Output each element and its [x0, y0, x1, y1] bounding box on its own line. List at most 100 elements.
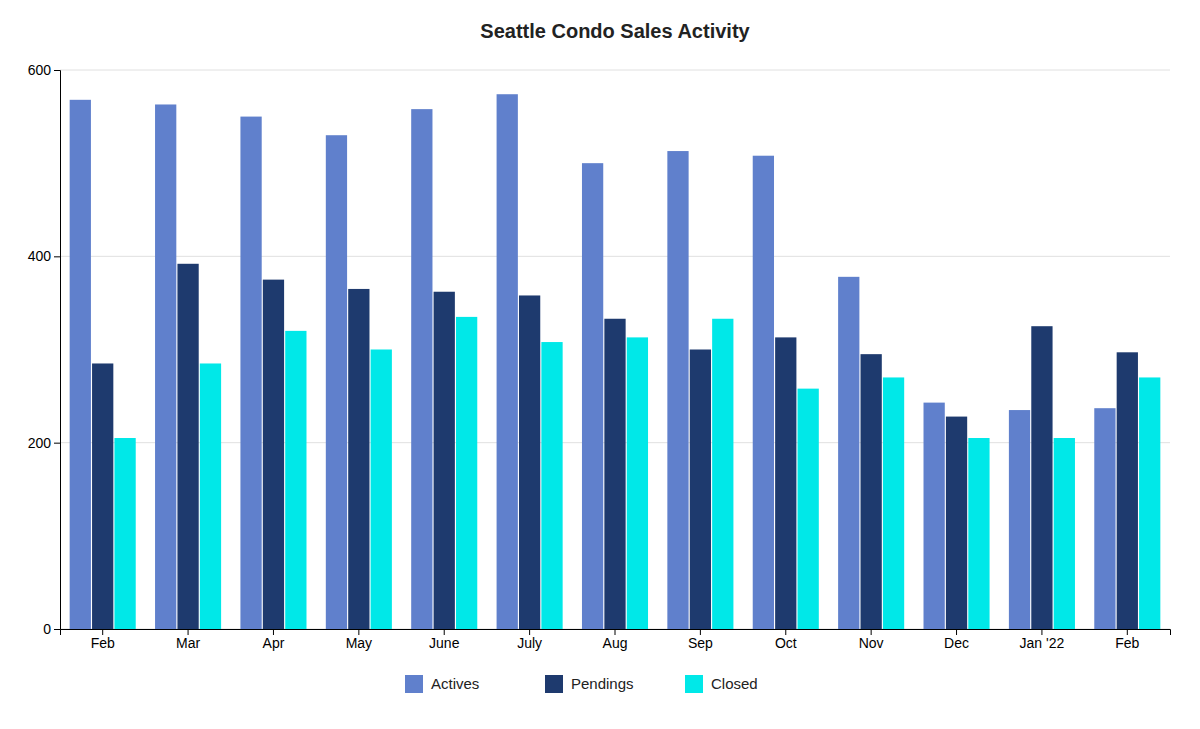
grid [60, 70, 1170, 629]
bar [263, 280, 284, 629]
bar [753, 156, 774, 629]
bar [326, 135, 347, 629]
legend-swatch [545, 675, 563, 693]
tick-label: Feb [1115, 635, 1139, 651]
tick: Feb [1115, 629, 1139, 651]
tick: July [517, 629, 542, 651]
bar [1094, 408, 1115, 629]
tick-mark [54, 443, 60, 444]
bar [1117, 352, 1138, 629]
tick-label: May [346, 635, 372, 651]
bar [434, 292, 455, 629]
series [114, 317, 1160, 629]
bar [924, 403, 945, 629]
tick: 0 [43, 621, 60, 637]
y-axis: 0 200 400 600 [28, 62, 61, 637]
tick-label: June [429, 635, 460, 651]
legend-swatch [685, 675, 703, 693]
bar [861, 354, 882, 629]
tick-label: Apr [263, 635, 285, 651]
bar [348, 289, 369, 629]
tick-label: Oct [775, 635, 797, 651]
tick-label: Nov [859, 635, 884, 651]
legend-label: Closed [711, 675, 758, 692]
series [70, 94, 1116, 629]
bar [371, 350, 392, 630]
tick: Oct [775, 629, 797, 651]
bar [114, 438, 135, 629]
bar [200, 363, 221, 629]
tick: Aug [603, 629, 628, 651]
bar [177, 264, 198, 629]
legend-label: Actives [431, 675, 479, 692]
tick-label: July [517, 635, 542, 651]
bar [627, 337, 648, 629]
bar [667, 151, 688, 629]
legend-item: Closed [685, 675, 758, 693]
tick-mark [54, 629, 60, 630]
bar [92, 363, 113, 629]
tick: Jan '22 [1020, 629, 1065, 651]
bar [604, 319, 625, 629]
tick: Dec [944, 629, 969, 651]
tick-label: Feb [91, 635, 115, 651]
series [92, 264, 1138, 629]
bar [1031, 326, 1052, 629]
tick: 400 [28, 248, 60, 264]
bar [456, 317, 477, 629]
tick-mark [54, 256, 60, 257]
bar [155, 104, 176, 629]
legend-item: Actives [405, 675, 479, 693]
plot: 0 200 400 600 Feb Mar Apr May June July Aug Sep Oct N… [28, 62, 1171, 651]
bar [285, 331, 306, 629]
tick-label: 600 [28, 62, 52, 78]
axis-line [54, 71, 61, 630]
bar [946, 417, 967, 629]
bars [70, 94, 1161, 629]
tick-label: Jan '22 [1020, 635, 1065, 651]
bar [519, 295, 540, 629]
bar [1054, 438, 1075, 629]
bar [1139, 377, 1160, 629]
tick: Sep [688, 629, 713, 651]
tick: 200 [28, 435, 60, 451]
bar [838, 277, 859, 629]
tick-label: 400 [28, 248, 52, 264]
bar [712, 319, 733, 629]
tick: May [346, 629, 372, 651]
tick-label: 0 [43, 621, 51, 637]
tick: Feb [91, 629, 115, 651]
x-axis: Feb Mar Apr May June July Aug Sep Oct Nov Dec Jan '… [61, 629, 1171, 651]
tick: 600 [28, 62, 60, 78]
tick-label: Sep [688, 635, 713, 651]
grid-line [60, 256, 1170, 257]
title: Seattle Condo Sales Activity [480, 20, 750, 42]
legend-swatch [405, 675, 423, 693]
legend: Actives Pendings Closed [405, 675, 758, 693]
bar [497, 94, 518, 629]
bar [968, 438, 989, 629]
bar [883, 377, 904, 629]
chart: Seattle Condo Sales Activity 0 200 400 600 Fe… [0, 0, 1200, 729]
bar [70, 100, 91, 629]
grid-line [60, 70, 1170, 71]
bar [240, 117, 261, 629]
bar [541, 342, 562, 629]
tick-label: Aug [603, 635, 628, 651]
legend-item: Pendings [545, 675, 634, 693]
bar [798, 389, 819, 629]
tick: Apr [263, 629, 285, 651]
tick: Mar [176, 629, 200, 651]
legend-label: Pendings [571, 675, 634, 692]
bar [690, 350, 711, 630]
bar [1009, 410, 1030, 629]
bar [411, 109, 432, 629]
bar [582, 163, 603, 629]
tick-label: 200 [28, 435, 52, 451]
tick-label: Dec [944, 635, 969, 651]
tick: Nov [859, 629, 884, 651]
tick: June [429, 629, 460, 651]
tick-label: Mar [176, 635, 200, 651]
tick-mark [54, 70, 60, 71]
bar [775, 337, 796, 629]
